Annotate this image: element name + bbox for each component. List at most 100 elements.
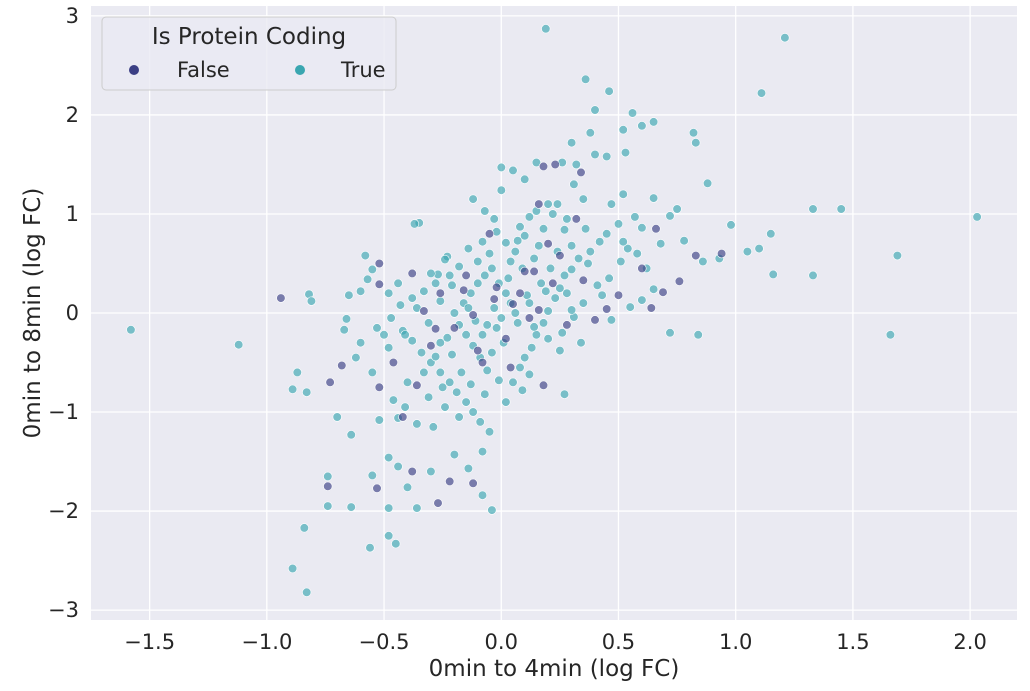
data-point-true <box>463 303 474 313</box>
data-point-true <box>412 503 422 513</box>
data-point-true <box>484 249 495 259</box>
data-point-true <box>836 204 846 214</box>
data-point-true <box>602 229 612 239</box>
y-tick-label: −2 <box>48 499 79 523</box>
data-point-false <box>374 258 384 269</box>
data-point-true <box>461 330 471 340</box>
data-point-true <box>538 318 549 328</box>
data-point-true <box>461 397 471 407</box>
data-point-true <box>367 367 377 378</box>
data-point-true <box>306 296 317 306</box>
data-point-true <box>506 256 516 267</box>
data-point-true <box>477 447 488 457</box>
data-point-false <box>562 320 572 330</box>
data-point-true <box>468 194 478 204</box>
data-point-true <box>288 563 298 574</box>
data-point-true <box>409 219 420 229</box>
data-point-true <box>513 318 523 328</box>
data-point-true <box>449 308 460 318</box>
data-point-false <box>372 483 382 493</box>
data-point-false <box>426 341 436 351</box>
data-point-true <box>623 244 633 254</box>
legend: Is Protein Coding False True <box>101 16 397 91</box>
data-point-true <box>515 222 525 232</box>
data-point-true <box>384 503 394 513</box>
data-point-true <box>374 415 384 425</box>
data-point-false <box>613 290 624 300</box>
data-point-true <box>618 189 628 199</box>
data-point-false <box>468 310 478 320</box>
data-point-true <box>384 288 394 298</box>
data-point-true <box>341 314 352 324</box>
data-point-true <box>592 280 603 290</box>
data-point-true <box>402 377 413 387</box>
legend-box <box>101 16 397 91</box>
data-point-false <box>538 380 549 390</box>
data-point-false <box>520 266 530 277</box>
data-point-true <box>578 298 588 308</box>
data-point-true <box>585 128 595 138</box>
data-point-true <box>487 505 497 515</box>
x-tick-label: −1.0 <box>241 630 292 654</box>
data-point-true <box>440 402 450 412</box>
data-point-true <box>454 412 464 422</box>
y-tick-labels: −3 −2 −1 0 1 2 3 <box>48 4 79 622</box>
data-point-false <box>477 357 488 368</box>
data-point-true <box>693 330 703 340</box>
data-point-true <box>438 382 448 392</box>
data-point-true <box>513 236 523 246</box>
data-point-true <box>637 223 647 233</box>
data-point-true <box>632 249 642 259</box>
data-point-true <box>569 179 579 189</box>
data-point-false <box>534 199 544 209</box>
data-point-true <box>395 300 406 310</box>
data-point-true <box>501 397 511 407</box>
data-point-true <box>323 501 333 511</box>
data-point-false <box>459 285 469 295</box>
data-point-true <box>517 385 528 395</box>
data-point-true <box>742 247 753 257</box>
data-point-true <box>630 212 640 222</box>
data-point-true <box>299 523 309 533</box>
data-point-true <box>292 367 302 378</box>
data-point-true <box>702 178 713 188</box>
data-point-true <box>885 330 896 340</box>
data-point-true <box>416 348 427 358</box>
data-point-true <box>426 466 436 477</box>
data-point-true <box>625 302 635 312</box>
data-point-true <box>524 212 535 222</box>
data-point-true <box>548 209 558 219</box>
data-point-false <box>637 263 647 274</box>
data-points <box>126 24 982 597</box>
data-point-false <box>524 313 535 323</box>
data-point-true <box>566 305 577 315</box>
data-point-true <box>620 148 631 158</box>
data-point-true <box>524 298 535 308</box>
data-point-true <box>473 278 483 288</box>
data-point-false <box>602 304 612 314</box>
data-point-true <box>637 295 647 305</box>
data-point-true <box>510 247 520 257</box>
data-point-false <box>431 324 441 334</box>
data-point-true <box>566 264 577 275</box>
data-point-true <box>454 261 464 272</box>
data-point-true <box>698 256 708 267</box>
data-point-true <box>426 268 436 279</box>
legend-label-true: True <box>340 58 386 82</box>
data-point-true <box>531 157 542 168</box>
legend-title: Is Protein Coding <box>152 24 346 50</box>
legend-marker-true <box>295 65 305 75</box>
data-point-true <box>590 149 600 160</box>
data-point-true <box>487 348 497 358</box>
data-point-true <box>566 138 577 148</box>
data-point-true <box>578 194 588 204</box>
data-point-true <box>360 251 370 261</box>
data-point-true <box>541 286 551 296</box>
data-point-false <box>407 268 417 279</box>
x-tick-label: 2.0 <box>953 630 986 654</box>
legend-label-false: False <box>177 58 230 82</box>
data-point-false <box>548 278 558 288</box>
data-point-true <box>559 270 570 281</box>
data-point-true <box>604 86 614 96</box>
data-point-false <box>489 294 499 304</box>
